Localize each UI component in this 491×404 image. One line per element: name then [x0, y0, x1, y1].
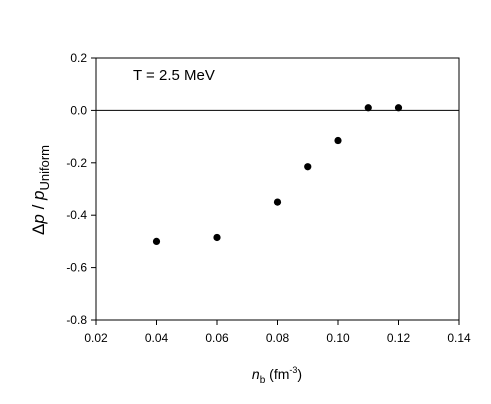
x-tick-label: 0.04 [145, 331, 169, 345]
x-axis-label-unit: (fm [265, 366, 289, 382]
y-axis-label: Δp / pUniform [29, 145, 52, 235]
temperature-annotation: T = 2.5 MeV [133, 67, 215, 84]
y-tick-label: -0.8 [66, 313, 87, 327]
y-tick-label: -0.2 [66, 156, 87, 170]
data-point [364, 104, 372, 112]
x-tick-label: 0.14 [447, 331, 471, 345]
data-point [213, 233, 221, 242]
data-point [273, 198, 282, 206]
x-tick-label: 0.10 [326, 331, 350, 345]
data-point [394, 104, 403, 112]
x-axis-label-unit-close: ) [297, 366, 302, 382]
x-axis-label-unit-exponent: -3 [289, 365, 297, 375]
data-point [304, 163, 312, 171]
y-tick-label: 0.0 [70, 103, 87, 117]
y-axis-ticks: 0.2 0.0 -0.2 -0.4 -0.6 -0.8 [66, 51, 96, 327]
x-axis-label: nb (fm-3) [252, 365, 302, 386]
y-tick-label: -0.4 [66, 208, 87, 222]
y-axis-label-slash: / [29, 200, 48, 214]
y-axis-label-delta: Δ [29, 224, 48, 235]
x-tick-label: 0.02 [84, 331, 108, 345]
y-axis-label-subscript: Uniform [37, 145, 52, 191]
y-tick-label: -0.6 [66, 261, 87, 275]
y-axis-label-symbol: p [29, 214, 48, 224]
x-axis-label-subscript: b [260, 375, 266, 386]
x-axis-label-symbol: n [252, 366, 260, 382]
data-points [152, 104, 403, 245]
data-point [334, 136, 342, 145]
y-tick-label: 0.2 [70, 51, 87, 65]
x-axis-ticks: 0.02 0.04 0.06 0.08 0.10 0.12 0.14 [84, 320, 471, 345]
x-tick-label: 0.06 [205, 331, 229, 345]
data-point [152, 237, 161, 245]
plot-area-frame [95, 57, 460, 321]
y-axis-label-symbol2: p [29, 191, 48, 201]
x-tick-label: 0.12 [387, 331, 411, 345]
x-tick-label: 0.08 [266, 331, 290, 345]
